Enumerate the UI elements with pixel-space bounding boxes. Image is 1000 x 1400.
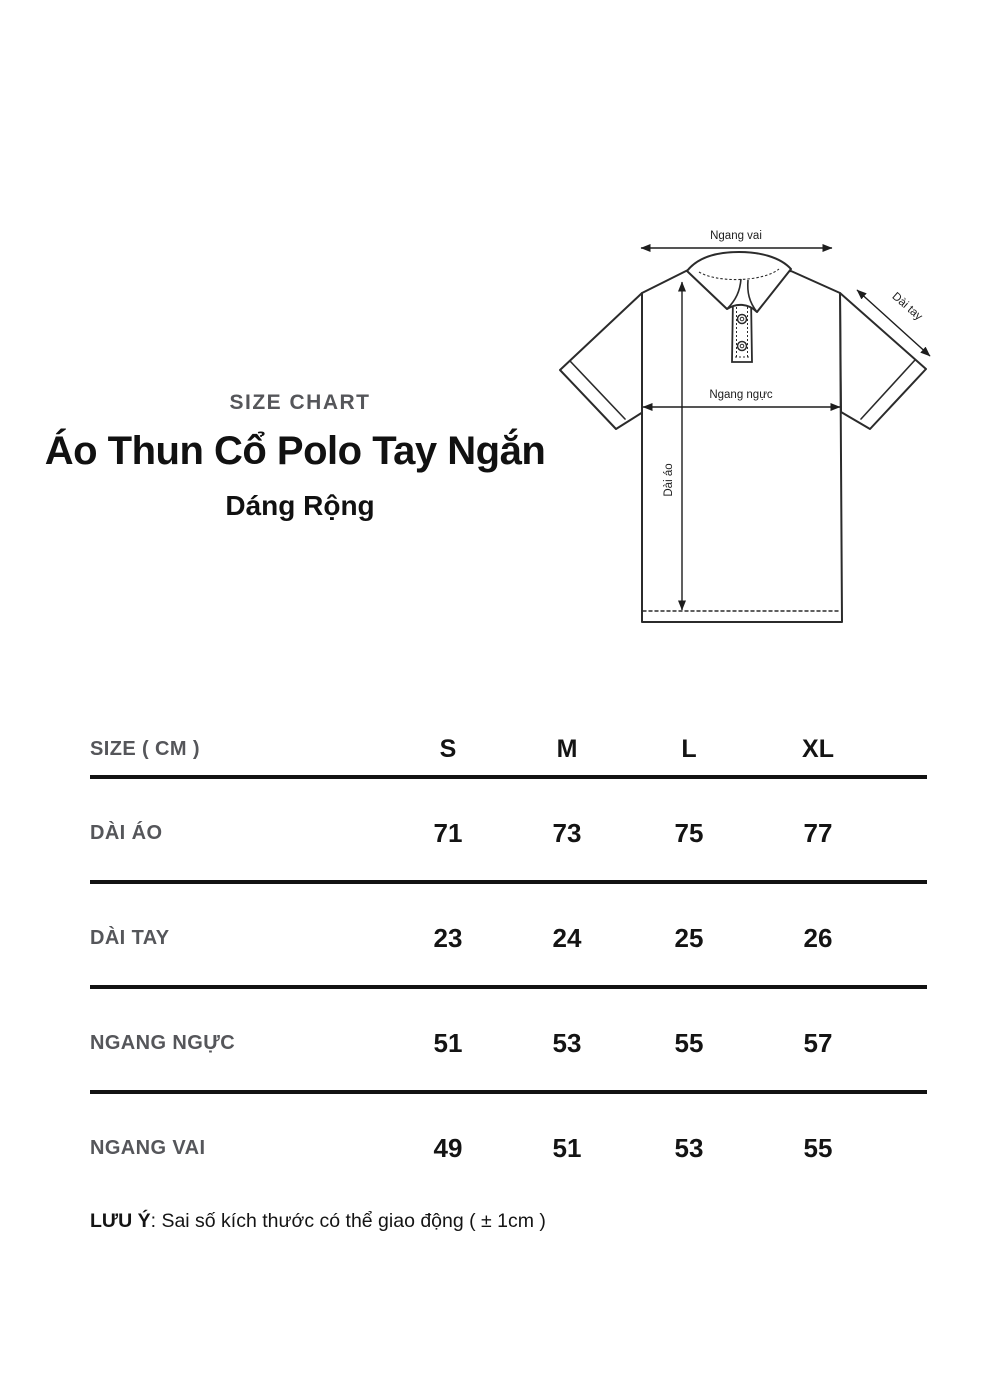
table-cell: 55 [803,1133,833,1163]
left-sleeve [559,292,644,430]
table-cell: 53 [674,1133,704,1163]
table-header-size-xl: XL [802,735,834,763]
table-divider [90,880,927,884]
diagram-label-shoulder: Ngang vai [710,230,762,242]
table-header-size-s: S [439,735,457,763]
table-cell: 26 [803,923,833,953]
row-label-ngang-vai: NGANG VAI [90,1137,206,1159]
table-header-size-l: L [681,735,697,763]
table-divider [90,985,927,989]
row-label-dai-ao: DÀI ÁO [90,822,163,844]
table-cell: 24 [552,923,582,953]
product-title: Áo Thun Cổ Polo Tay Ngắn [44,429,546,473]
row-label-ngang-nguc: NGANG NGỰC [90,1032,236,1054]
table-header-unit: SIZE ( CM ) [90,738,200,760]
measure-arrows [640,244,931,611]
left-cuff-seam [569,360,626,420]
row-label-dai-tay: DÀI TAY [90,927,170,949]
diagram-label-sleeve: Dài tay [890,290,925,323]
table-header-size-m: M [556,735,578,763]
eyebrow-label: SIZE CHART [229,391,371,414]
placket [731,296,753,363]
table-cell: 75 [674,818,704,848]
polo-shirt-diagram: Ngang vai Ngang ngực Dài áo Dài tay [559,230,931,623]
table-cell: 55 [674,1028,704,1058]
table-cell: 25 [674,923,704,953]
note-label: LƯU Ý [90,1210,151,1232]
table-cell: 73 [552,818,582,848]
table-divider [90,1090,927,1094]
table-cell: 77 [803,818,833,848]
table-divider [90,775,927,779]
table-cell: 71 [433,818,463,848]
collar [686,251,792,313]
table-cell: 57 [803,1028,833,1058]
note-text: : Sai số kích thước có thể giao động ( ±… [150,1210,546,1232]
table-cell: 23 [433,923,463,953]
table-cell: 51 [552,1133,582,1163]
right-cuff-seam [860,359,916,420]
diagram-label-chest: Ngang ngực [709,389,773,401]
table-cell: 53 [552,1028,582,1058]
table-cell: 51 [433,1028,463,1058]
sleeve-arrow [856,289,931,357]
note: LƯU Ý: Sai số kích thước có thể giao độn… [90,1210,546,1233]
diagram-label-length: Dài áo [663,463,675,496]
fit-subtitle: Dáng Rộng [225,490,375,521]
table-cell: 49 [433,1133,463,1163]
